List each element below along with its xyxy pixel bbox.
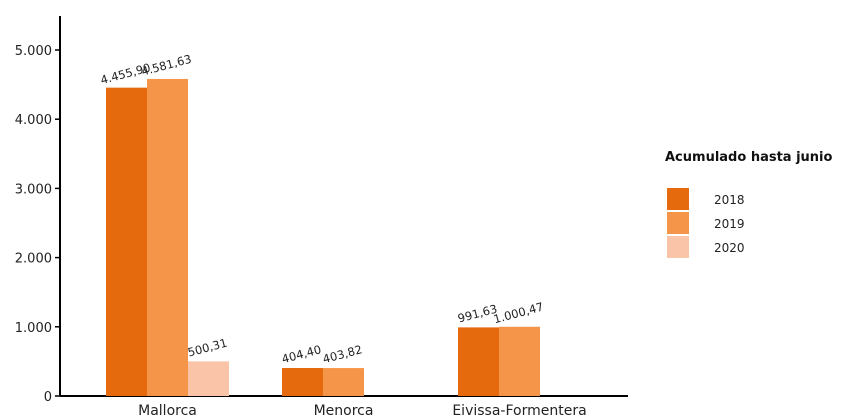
y-tick-label: 3.000 (15, 182, 52, 197)
y-tick-label: 1.000 (15, 321, 52, 336)
y-tick-label: 0 (44, 390, 52, 405)
y-tick-label: 5.000 (15, 44, 52, 59)
category-label: Eivissa-Formentera (452, 403, 586, 419)
legend-label: 2019 (714, 217, 745, 231)
bar-mallorca-2019 (147, 78, 188, 396)
legend-swatch (667, 236, 689, 258)
bar-menorca-2019 (323, 368, 364, 396)
legend-swatch (667, 188, 689, 210)
data-label: 1.000,47 (492, 300, 545, 327)
legend: Acumulado hasta junio 2018 2019 2020 (665, 150, 833, 258)
bar-eivissa-formentera-2019 (499, 326, 540, 396)
legend-title: Acumulado hasta junio (665, 150, 833, 165)
bar-mallorca-2020 (188, 361, 229, 396)
category-labels: Mallorca Menorca Eivissa-Formentera (138, 403, 587, 419)
y-tick-label: 4.000 (15, 113, 52, 128)
bars (106, 78, 540, 396)
legend-label: 2018 (714, 193, 745, 207)
legend-swatch (667, 212, 689, 234)
data-label: 500,31 (186, 336, 229, 360)
data-label: 4.581,63 (140, 52, 193, 79)
bar-eivissa-formentera-2018 (458, 327, 499, 396)
legend-label: 2020 (714, 241, 745, 255)
data-label: 404,40 (280, 342, 323, 366)
y-ticks: 0 1.000 2.000 3.000 4.000 5.000 (15, 44, 60, 405)
category-label: Menorca (314, 403, 374, 419)
category-label: Mallorca (138, 403, 197, 419)
bar-menorca-2018 (282, 368, 323, 396)
data-label: 403,82 (321, 342, 364, 366)
y-tick-label: 2.000 (15, 252, 52, 267)
bar-mallorca-2018 (106, 87, 147, 396)
